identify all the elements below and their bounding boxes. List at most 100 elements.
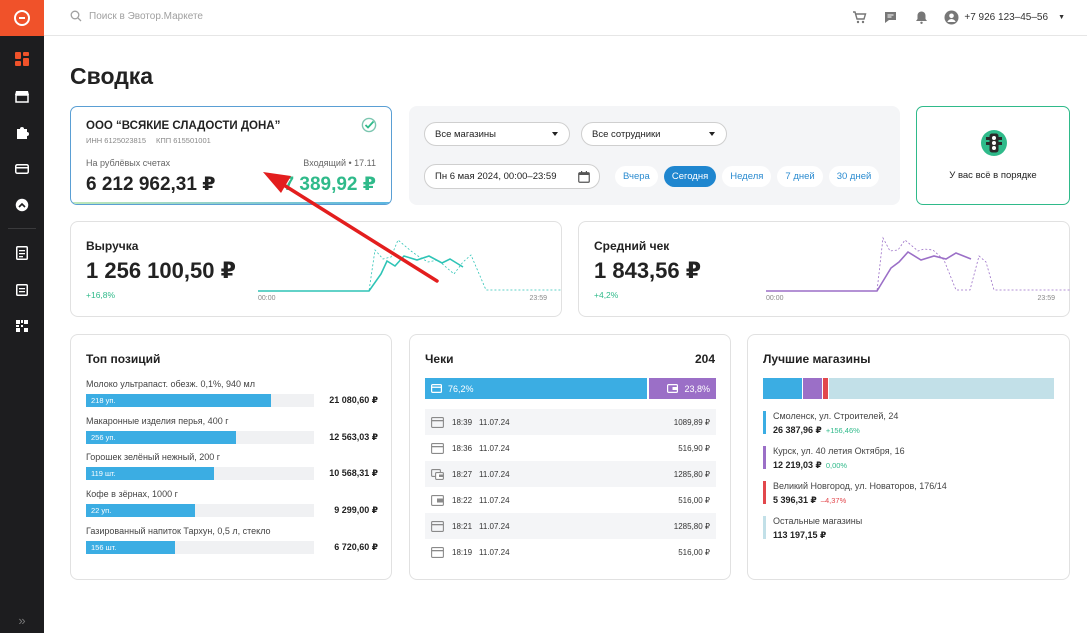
messages-button[interactable] (882, 9, 899, 26)
store-share-segment (822, 378, 829, 399)
cart-button[interactable] (851, 9, 868, 26)
card-share-segment: 76,2% (425, 378, 647, 399)
position-bar-fill (86, 430, 237, 444)
wallet-icon (667, 384, 679, 393)
topbar-actions: +7 926 123–45–56 ▼ (851, 9, 1065, 26)
revenue-end-time: 23:59 (529, 295, 547, 302)
notifications-button[interactable] (913, 9, 930, 26)
store-revenue-value: 5 396,31 ₽ (773, 495, 817, 505)
store-revenue: 26 387,96 ₽ +156,46% (773, 425, 860, 436)
org-ids: ИНН 6125023815 КПП 615501001 (86, 136, 221, 145)
store-icon (15, 91, 29, 103)
report-icon (16, 246, 28, 260)
check-time: 18:21 (452, 521, 473, 531)
best-stores-card[interactable]: Лучшие магазины Смоленск, ул. Строителей… (747, 334, 1070, 580)
evotor-logo[interactable] (0, 0, 44, 36)
average-check-card[interactable]: Средний чек 1 843,56 ₽ +4,2% 00:00 23:59 (578, 221, 1070, 317)
position-name: Кофе в зёрнах, 1000 г (86, 489, 178, 500)
store-share-segment (763, 378, 802, 399)
position-bar-fill (86, 467, 214, 481)
check-date: 11.07.24 (479, 417, 510, 427)
status-text: У вас всё в порядке (949, 170, 1037, 181)
store-name: Курск, ул. 40 летия Октября, 16 (773, 446, 905, 456)
period-pills: Вчера Сегодня Неделя 7 дней 30 дней (615, 166, 880, 187)
sidebar-item-loyalty[interactable] (0, 192, 44, 218)
check-time: 18:36 (452, 443, 473, 453)
revenue-card[interactable]: Выручка 1 256 100,50 ₽ +16,8% 00:00 23:5… (70, 221, 562, 317)
period-pill[interactable]: 7 дней (777, 166, 823, 187)
incoming-value: 7 389,92 ₽ (283, 174, 376, 195)
cash-share: 23,8% (684, 383, 710, 394)
date-range-input[interactable]: Пн 6 мая 2024, 00:00–23:59 (424, 164, 600, 189)
store-share-segment (802, 378, 822, 399)
store-row[interactable]: Курск, ул. 40 летия Октября, 16 12 219,03… (763, 446, 1054, 474)
checks-card[interactable]: Чеки 204 76,2% 23,8% 18:39 11.07.24 1089,8… (409, 334, 731, 580)
top-position-row[interactable]: Макаронные изделия перья, 400 г 256 уп. 12… (86, 416, 378, 452)
employees-select[interactable]: Все сотрудники (581, 122, 727, 146)
period-pill[interactable]: Сегодня (663, 166, 717, 187)
top-position-row[interactable]: Молоко ультрапаст. обезж. 0,1%, 940 мл 21… (86, 379, 378, 415)
avg-check-sparkline (766, 236, 1070, 292)
sidebar-item-dashboard[interactable] (0, 46, 44, 72)
revenue-start-time: 00:00 (258, 295, 276, 302)
period-pill[interactable]: Вчера (615, 166, 658, 187)
stores-select[interactable]: Все магазины (424, 122, 570, 146)
card-icon (431, 442, 444, 454)
revenue-title: Выручка (86, 239, 139, 253)
sidebar-item-qr[interactable] (0, 313, 44, 339)
store-row[interactable]: Остальные магазины 113 197,15 ₽ (763, 516, 1054, 544)
position-amount: 12 563,03 ₽ (329, 431, 378, 442)
circle-arrow-icon (15, 198, 29, 212)
search-input[interactable]: Поиск в Эвотор.Маркете (70, 10, 203, 22)
checks-title: Чеки (425, 352, 454, 366)
avg-check-title: Средний чек (594, 239, 670, 253)
check-row[interactable]: 18:19 11.07.24 516,00 ₽ (425, 539, 716, 565)
check-row[interactable]: 18:22 11.07.24 516,00 ₽ (425, 487, 716, 513)
chat-icon (885, 12, 897, 23)
store-change: 0,00% (825, 461, 848, 470)
check-amount: 516,90 ₽ (678, 443, 710, 453)
top-position-row[interactable]: Горошек зелёный нежный, 200 г 119 шт. 10 5… (86, 452, 378, 488)
sidebar-item-documents[interactable] (0, 277, 44, 303)
mixed-payment-icon (431, 468, 444, 480)
user-menu[interactable]: +7 926 123–45–56 ▼ (944, 10, 1065, 25)
date-range-value: Пн 6 мая 2024, 00:00–23:59 (435, 171, 557, 182)
cart-icon (853, 11, 867, 24)
bell-icon (916, 11, 928, 24)
store-row[interactable]: Великий Новгород, ул. Новаторов, 176/14 5… (763, 481, 1054, 509)
store-revenue-value: 12 219,03 ₽ (773, 460, 822, 470)
expand-sidebar-icon[interactable]: » (18, 613, 26, 628)
check-row[interactable]: 18:27 11.07.24 1285,80 ₽ (425, 461, 716, 487)
stores-share-bar (763, 378, 1054, 399)
sidebar-item-store[interactable] (0, 83, 44, 109)
top-positions-card[interactable]: Топ позиций Молоко ультрапаст. обезж. 0,… (70, 334, 392, 580)
dropdown-arrow-icon (552, 132, 558, 136)
topbar: Поиск в Эвотор.Маркете +7 926 123–45–56 … (44, 0, 1087, 36)
check-row[interactable]: 18:39 11.07.24 1089,89 ₽ (425, 409, 716, 435)
sidebar-item-payments[interactable] (0, 156, 44, 182)
sidebar: » (0, 0, 44, 633)
sidebar-item-apps[interactable] (0, 119, 44, 145)
position-name: Газированный напиток Тархун, 0,5 л, стек… (86, 525, 271, 536)
status-card[interactable]: У вас всё в порядке (916, 106, 1070, 205)
sidebar-item-reports[interactable] (0, 240, 44, 266)
store-name: Смоленск, ул. Строителей, 24 (773, 411, 899, 421)
card-icon (431, 384, 442, 393)
top-position-row[interactable]: Газированный напиток Тархун, 0,5 л, стек… (86, 526, 378, 562)
check-date: 11.07.24 (479, 547, 510, 557)
period-pill[interactable]: 30 дней (828, 166, 880, 187)
avatar-icon (944, 10, 959, 25)
position-quantity: 119 шт. (91, 469, 116, 479)
top-position-row[interactable]: Кофе в зёрнах, 1000 г 22 уп. 9 299,00 ₽ (86, 489, 378, 525)
position-quantity: 22 уп. (91, 506, 112, 516)
store-row[interactable]: Смоленск, ул. Строителей, 24 26 387,96 ₽ +… (763, 411, 1054, 439)
store-color-marker (763, 481, 766, 504)
period-pill[interactable]: Неделя (722, 166, 772, 187)
organization-card[interactable]: ООО “ВСЯКИЕ СЛАДОСТИ ДОНА” ИНН 612502381… (70, 106, 392, 205)
check-row[interactable]: 18:36 11.07.24 516,90 ₽ (425, 435, 716, 461)
incoming-label: Входящий • 17.11 (303, 158, 376, 168)
check-row[interactable]: 18:21 11.07.24 1285,80 ₽ (425, 513, 716, 539)
top-positions-title: Топ позиций (86, 352, 161, 366)
dashboard-icon (15, 52, 29, 66)
